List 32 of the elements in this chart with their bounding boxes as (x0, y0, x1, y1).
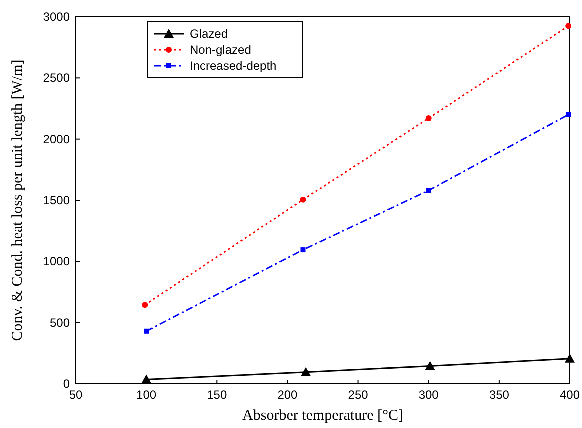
x-tick-label: 200 (278, 388, 298, 402)
point (300, 248, 306, 253)
point (426, 116, 432, 122)
x-axis-title: Absorber temperature [°C] (242, 408, 404, 424)
point (566, 112, 572, 118)
y-tick-label: 500 (50, 316, 70, 330)
x-tick-label: 300 (418, 388, 440, 402)
x-tick-label: 100 (136, 388, 157, 402)
x-tick-label: 50 (69, 388, 83, 402)
x-tick-label: 250 (348, 388, 369, 402)
legend-label: Glazed (190, 27, 228, 41)
point (300, 196, 306, 203)
point (425, 361, 436, 370)
legend-label: Non-glazed (190, 43, 252, 57)
point (142, 374, 152, 384)
y-axis-title: Conv. & Cond. heat loss per unit length [W/m] (10, 60, 26, 342)
x-tick-label: 150 (207, 388, 228, 402)
point (565, 354, 575, 363)
y-tick-label: 1500 (43, 194, 70, 208)
y-tick-label: 0 (63, 377, 70, 391)
y-tick-label: 2000 (43, 132, 70, 146)
point (301, 367, 312, 376)
x-tick-label: 400 (560, 388, 580, 402)
point (426, 188, 432, 194)
y-tick-label: 3000 (43, 10, 70, 24)
point (142, 302, 148, 308)
point (566, 23, 572, 30)
x-tick-label: 350 (489, 388, 510, 402)
legend-label: Increased-depth (190, 59, 277, 73)
y-tick-label: 2500 (43, 71, 70, 86)
point (144, 328, 150, 334)
y-tick-label: 1000 (43, 254, 70, 269)
